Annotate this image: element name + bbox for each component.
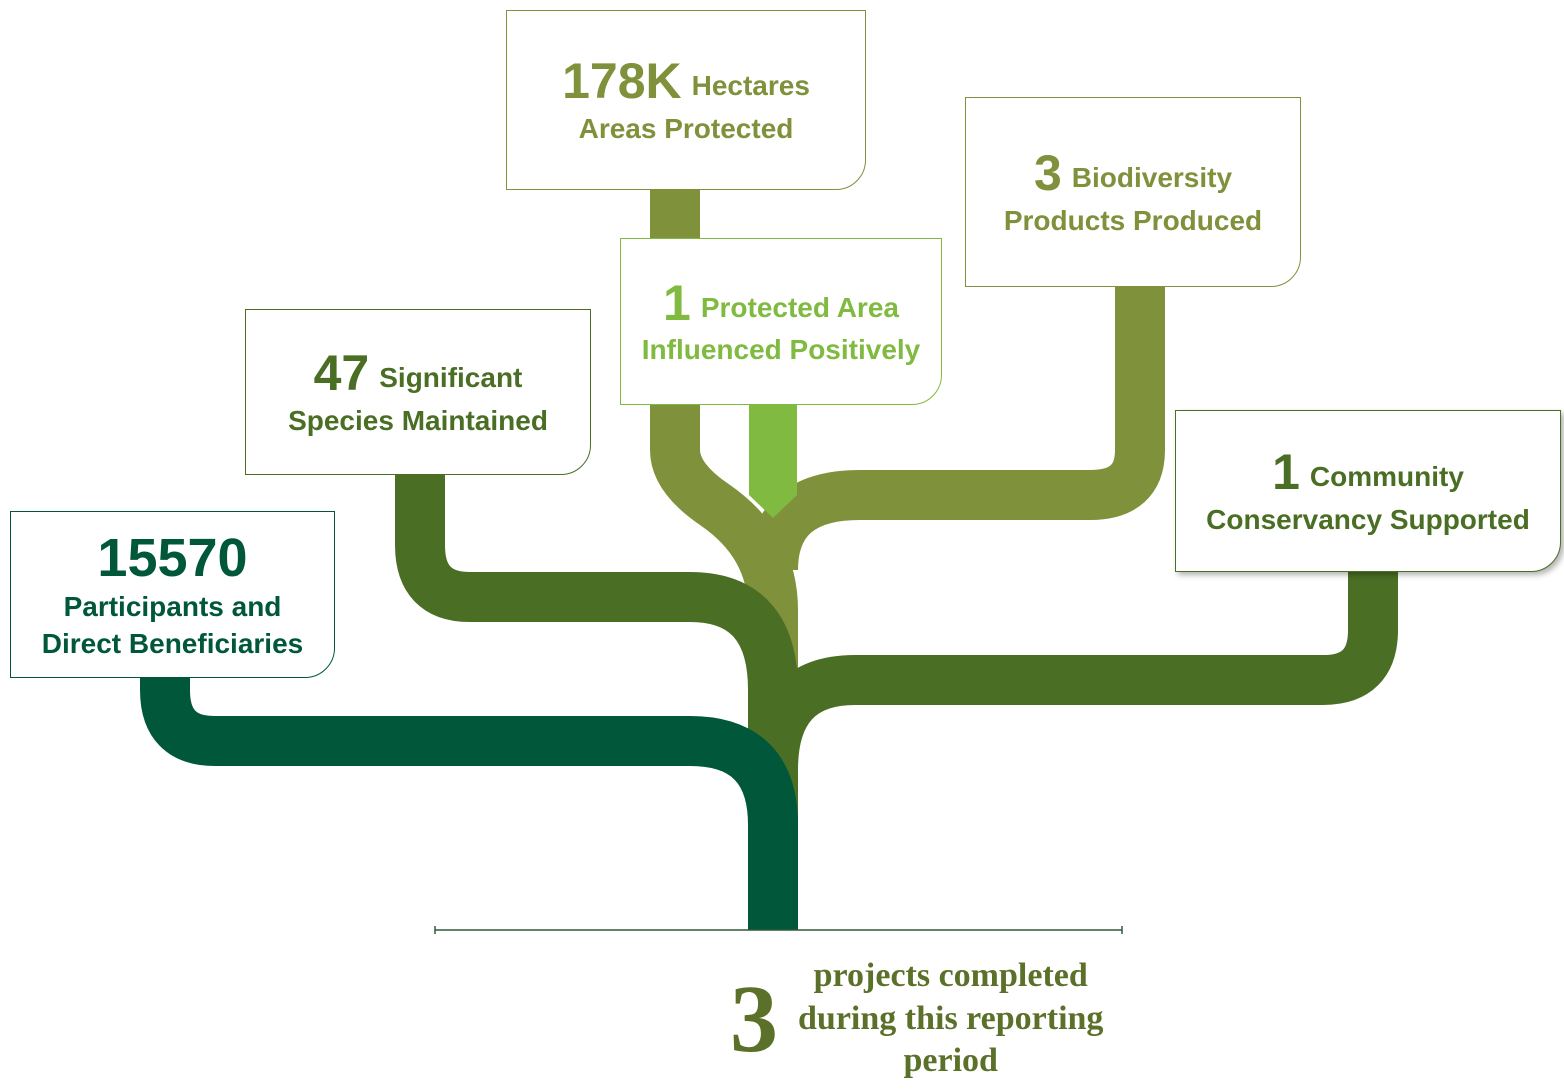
footer: 3 projects completed during this reportin… [730, 955, 1103, 1083]
metric-headline: 178K Hectares [562, 53, 810, 111]
footer-text: projects completed during this reporting p… [798, 955, 1103, 1083]
metric-label: Influenced Positively [641, 334, 921, 366]
metric-label: Significant [379, 362, 523, 394]
metric-headline: 1 Protected Area [663, 275, 899, 333]
metric-number: 15570 [97, 528, 248, 589]
footer-line: projects completed [813, 957, 1088, 994]
metric-label: Biodiversity [1071, 162, 1233, 194]
footer-number: 3 [730, 964, 778, 1072]
metric-headline: 3 Biodiversity [1034, 145, 1232, 203]
trunk [140, 678, 798, 930]
metric-number: 1 [663, 274, 691, 331]
metric-box: 1 Protected Area Influenced Positively [620, 238, 942, 405]
metric-label: Species Maintained [288, 404, 548, 436]
metric-box: 15570 Participants and Direct Beneficiarie… [10, 511, 335, 678]
branch-olive-top [650, 190, 798, 700]
metric-label: Hectares [691, 70, 810, 102]
metric-label: Conservancy Supported [1206, 503, 1530, 535]
metric-box: 3 Biodiversity Products Produced [965, 97, 1301, 287]
metric-label: Participants and [63, 591, 282, 623]
metric-label: Community [1309, 461, 1464, 493]
metric-number: 1 [1272, 444, 1300, 501]
metric-label: Products Produced [1003, 204, 1263, 236]
branch-lime [749, 402, 797, 518]
metric-headline: 15570 [97, 527, 247, 589]
metric-box: 1 Community Conservancy Supported [1175, 410, 1561, 572]
branch-mid-right [748, 572, 1398, 771]
metric-headline: 1 Community [1272, 444, 1464, 502]
metric-box: 178K Hectares Areas Protected [506, 10, 866, 190]
metric-label: Direct Beneficiaries [41, 627, 304, 659]
metric-headline: 47 Significant [314, 345, 523, 403]
footer-line: period [903, 1042, 998, 1079]
branch-olive-right [748, 287, 1165, 572]
metric-label: Areas Protected [578, 112, 794, 144]
metric-box: 47 Significant Species Maintained [245, 309, 591, 475]
metric-number: 3 [1033, 145, 1062, 202]
footer-line: during this reporting [798, 999, 1104, 1037]
metric-label: Protected Area [700, 291, 899, 323]
metric-number: 47 [313, 345, 370, 402]
branch-mid-left [395, 475, 798, 840]
metric-number: 178K [562, 53, 682, 110]
